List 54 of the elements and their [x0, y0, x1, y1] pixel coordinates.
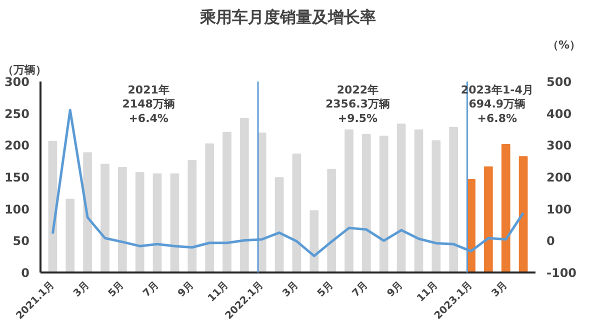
bar	[152, 173, 162, 272]
y2-tick-label: 400	[546, 106, 572, 121]
bar	[188, 160, 197, 272]
x-tick-label: 3月	[490, 280, 510, 300]
bar	[501, 144, 510, 272]
bar	[274, 177, 284, 272]
y-tick-label: 50	[12, 234, 30, 248]
y2-tick-label: 300	[546, 138, 572, 153]
y2-tick-label: 200	[546, 170, 572, 184]
x-tick-label: 3月	[280, 280, 301, 300]
y2-tick-label: 100	[546, 202, 572, 216]
bar	[135, 172, 144, 272]
bar	[414, 129, 424, 272]
annotation: 2021年 2148万辆 +6.4%	[122, 83, 175, 126]
y2-tick-label: 500	[546, 75, 572, 89]
x-tick-label: 9月	[385, 280, 406, 300]
y-tick-label: 200	[4, 138, 30, 153]
bar	[310, 210, 319, 272]
bar	[222, 132, 232, 272]
y-tick-label: 250	[4, 106, 30, 121]
bar	[449, 126, 458, 272]
x-tick-label: 5月	[316, 280, 336, 300]
bar	[292, 154, 302, 272]
x-tick-label: 5月	[106, 280, 126, 300]
y-tick-label: 300	[4, 75, 30, 89]
bar	[83, 152, 92, 272]
annotation: 2022年 2356.3万辆 +9.5%	[325, 83, 390, 126]
y2-tick-label: -100	[546, 266, 577, 280]
bar	[484, 166, 493, 272]
y-axis-title: （万辆）	[2, 64, 46, 76]
x-tick-label: 9月	[176, 280, 196, 300]
y2-axis-title: （%）	[547, 38, 581, 52]
y2-tick-label: 0	[546, 234, 555, 248]
bar	[432, 140, 441, 272]
chart-title: 乘用车月度销量及增长率	[199, 8, 376, 26]
bar	[396, 124, 406, 272]
bar	[118, 166, 127, 272]
bar	[327, 168, 336, 272]
bar	[66, 198, 75, 272]
x-tick-label: 3月	[72, 280, 92, 300]
bar	[362, 134, 371, 272]
bar	[518, 156, 528, 272]
y-tick-label: 0	[21, 266, 30, 280]
y-tick-label: 100	[4, 202, 30, 216]
bar	[100, 164, 110, 272]
bar	[344, 129, 354, 272]
y-tick-label: 150	[4, 170, 30, 184]
bar	[240, 118, 249, 272]
bar	[205, 143, 214, 272]
x-tick-label: 7月	[141, 280, 162, 300]
bar	[170, 173, 180, 272]
x-tick-label: 11月	[206, 280, 231, 304]
bar	[379, 136, 388, 272]
x-tick-label: 7月	[350, 280, 370, 300]
